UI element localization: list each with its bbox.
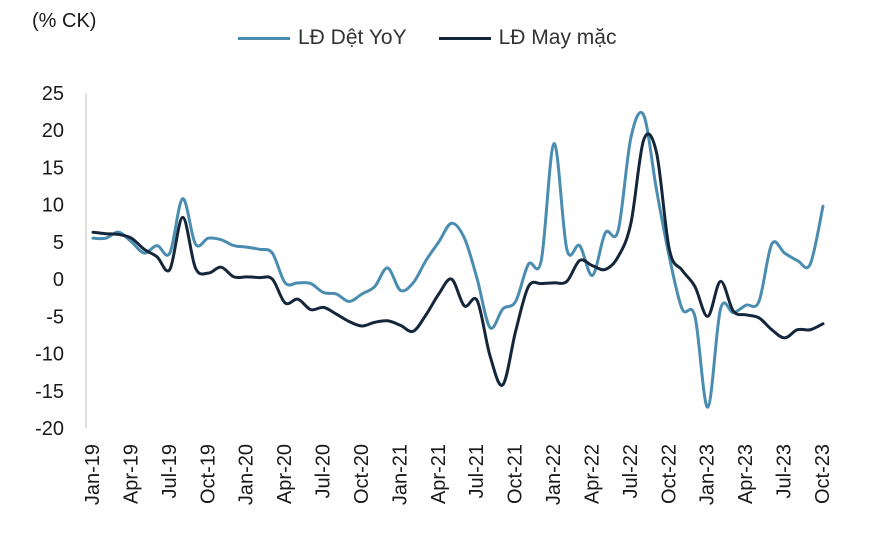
y-tick-label: -15 — [35, 381, 64, 403]
legend: LĐ Dệt YoY LĐ May mặc — [238, 26, 616, 50]
x-tick-label: Apr-20 — [274, 444, 296, 504]
x-tick-label: Apr-19 — [120, 444, 142, 504]
legend-label-det: LĐ Dệt YoY — [298, 26, 407, 49]
y-tick-label: -10 — [35, 344, 64, 366]
x-tick-labels: Jan-19 Apr-19 Jul-19 Oct-19 Jan-20 Apr-20 Jul-… — [82, 444, 834, 505]
x-tick-label: Apr-22 — [581, 444, 603, 504]
x-tick-label: Jan-23 — [697, 444, 719, 505]
x-tick-label: Jul-20 — [313, 444, 335, 498]
x-tick-label: Oct-20 — [351, 444, 373, 504]
x-tick-label: Apr-21 — [428, 444, 450, 504]
y-tick-label: 25 — [42, 83, 64, 105]
x-tick-label: Oct-22 — [658, 444, 680, 504]
x-tick-label: Jul-22 — [620, 444, 642, 498]
series-line-may — [91, 132, 825, 387]
x-tick-label: Oct-23 — [812, 444, 834, 504]
x-tick-label: Jul-23 — [774, 444, 796, 498]
x-tick-label: Jan-21 — [389, 444, 411, 505]
y-tick-label: 20 — [42, 120, 64, 142]
y-tick-label: 10 — [42, 195, 64, 217]
legend-swatch-det — [238, 36, 290, 40]
legend-swatch-may — [438, 36, 491, 40]
y-tick-label: 0 — [53, 269, 64, 291]
y-tick-label: -20 — [35, 418, 64, 440]
legend-item-det: LĐ Dệt YoY — [238, 26, 407, 50]
x-tick-label: Jan-19 — [82, 444, 104, 505]
x-tick-label: Jul-21 — [466, 444, 488, 498]
x-tick-label: Oct-19 — [197, 444, 219, 504]
legend-item-may: LĐ May mặc — [438, 26, 617, 50]
x-tick-label: Apr-23 — [735, 444, 757, 504]
series-line-det — [91, 110, 825, 409]
y-tick-label: -5 — [46, 306, 64, 328]
y-unit-label: (% CK) — [32, 10, 97, 32]
legend-label-may: LĐ May mặc — [498, 26, 617, 49]
x-tick-label: Jul-19 — [159, 444, 181, 498]
x-tick-label: Oct-21 — [505, 444, 527, 504]
y-tick-labels: 25 20 15 10 5 0 -5 -10 -15 -20 — [35, 83, 64, 440]
y-tick-label: 15 — [42, 157, 64, 179]
y-tick-label: 5 — [53, 232, 64, 254]
x-tick-label: Jan-22 — [543, 444, 565, 505]
series-lines — [91, 110, 825, 409]
x-tick-label: Jan-20 — [236, 444, 258, 505]
